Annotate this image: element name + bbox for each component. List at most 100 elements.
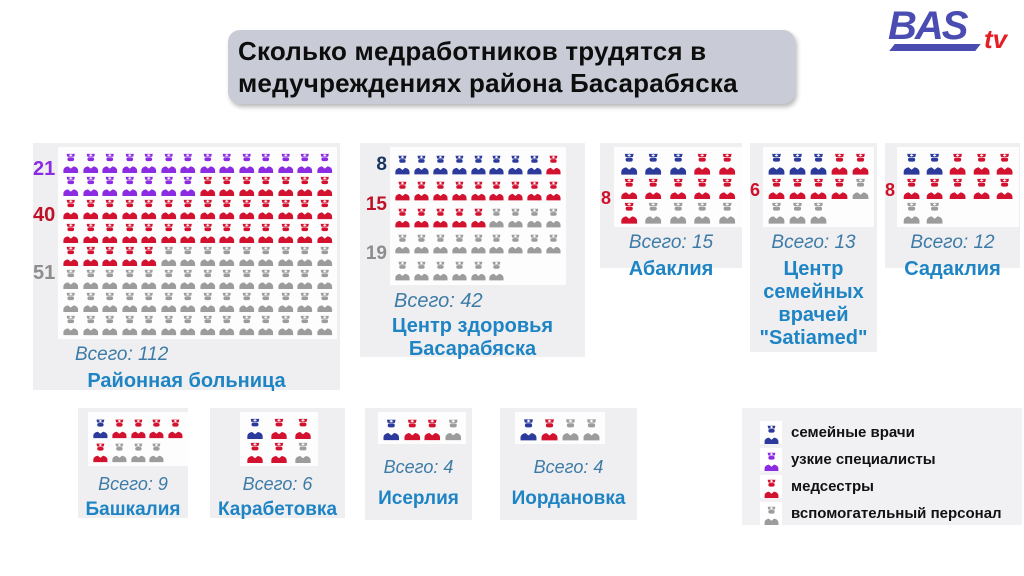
- person-icon-support: [645, 203, 662, 224]
- person-icon-specialists: [102, 177, 118, 197]
- pictogram-cell: [506, 176, 525, 202]
- legend-item-nurses: медсестры: [760, 474, 874, 498]
- pictogram-cell: [61, 220, 81, 243]
- person-icon-nurses: [718, 178, 735, 200]
- person-icon-support: [316, 246, 332, 266]
- person-icon-support: [768, 203, 785, 224]
- facility-name: Исерлия: [378, 488, 459, 509]
- person-icon-nurses: [199, 177, 215, 197]
- person-icon-nurses: [926, 178, 943, 200]
- pictogram-cell: [129, 415, 148, 439]
- pictogram-cell: [198, 220, 218, 243]
- legend-label: вспомогательный персонал: [791, 504, 1002, 522]
- person-icon-support: [414, 234, 429, 254]
- person-icon-support: [82, 316, 98, 336]
- pictogram-cell: [617, 199, 641, 224]
- pictogram-cell: [120, 196, 140, 220]
- person-icon-nurses: [789, 178, 806, 200]
- total-label: Всего: 112: [75, 343, 169, 365]
- person-icon-nurses: [831, 153, 848, 175]
- person-icon-support: [764, 506, 778, 525]
- person-icon-specialists: [238, 153, 254, 174]
- pictogram-cell: [276, 266, 296, 290]
- person-icon-support: [694, 203, 711, 224]
- person-icon-support: [141, 316, 157, 336]
- person-icon-family_doctors: [520, 419, 537, 441]
- pictogram-cell: [544, 203, 563, 229]
- person-icon-nurses: [82, 223, 98, 243]
- pictogram-cell: [91, 439, 110, 463]
- pictogram-cell: [617, 175, 641, 200]
- pictogram-cell: [525, 203, 544, 229]
- person-icon-specialists: [160, 177, 176, 197]
- pictogram-grid: [240, 412, 318, 466]
- pictogram-cell: [923, 199, 946, 224]
- person-icon-support: [670, 203, 686, 224]
- pictogram-cell: [217, 289, 237, 313]
- person-icon-support: [470, 261, 486, 280]
- person-icon-nurses: [621, 203, 638, 224]
- pictogram-cell: [295, 196, 315, 220]
- pictogram-cell: [381, 415, 402, 441]
- facility-card-karabetovka: Всего: 6 Карабетовка: [210, 408, 345, 520]
- person-icon-support: [489, 234, 504, 254]
- pictogram-cell: [295, 312, 315, 336]
- pictogram-cell: [666, 199, 690, 224]
- pictogram-cell: [217, 312, 237, 336]
- pictogram-cell: [525, 229, 544, 255]
- pictogram-cell: [237, 196, 257, 220]
- person-icon-nurses: [238, 177, 254, 197]
- person-icon-family_doctors: [527, 155, 542, 175]
- pictogram-cell: [178, 196, 198, 220]
- person-icon-support: [219, 246, 235, 266]
- person-icon-nurses: [433, 182, 448, 201]
- title-line-2: медучреждениях района Басарабяска: [238, 68, 738, 99]
- pictogram-cell: [518, 415, 539, 441]
- legend-swatch: [760, 420, 782, 444]
- person-icon-support: [297, 316, 313, 336]
- facility-card-abakliya: 8: [600, 143, 742, 280]
- person-icon-support: [63, 316, 79, 336]
- pictogram-cell: [178, 173, 198, 197]
- pictogram-cell: [81, 289, 101, 313]
- person-icon-support: [852, 178, 869, 200]
- person-icon-family_doctors: [926, 153, 943, 175]
- pictogram-cell: [61, 312, 81, 336]
- person-icon-nurses: [452, 208, 467, 228]
- pictogram-cell: [850, 150, 871, 175]
- person-icon-specialists: [121, 153, 137, 174]
- pictogram-cell: [766, 150, 787, 175]
- person-icon-nurses: [694, 178, 711, 200]
- person-icon-nurses: [470, 208, 486, 228]
- pictogram-cell: [256, 289, 276, 313]
- pictogram-cell: [217, 150, 237, 174]
- person-icon-support: [258, 246, 274, 266]
- pictogram-cell: [120, 243, 140, 266]
- person-icon-support: [238, 316, 254, 336]
- person-icon-support: [180, 292, 196, 313]
- pictogram-cell: [641, 199, 665, 224]
- pictogram-cell: [120, 173, 140, 197]
- pictogram-cell: [120, 266, 140, 290]
- pictogram-cell: [295, 289, 315, 313]
- person-icon-nurses: [645, 178, 662, 200]
- pictogram-cell: [923, 175, 946, 200]
- person-icon-support: [180, 246, 196, 266]
- pictogram-cell: [431, 256, 450, 282]
- person-icon-nurses: [93, 443, 108, 463]
- person-icon-support: [718, 203, 735, 224]
- pictogram-cell: [256, 196, 276, 220]
- pictogram-cell: [900, 175, 923, 200]
- pictogram-cell: [120, 289, 140, 313]
- pictogram-cell: [178, 266, 198, 290]
- pictogram-cell: [787, 175, 808, 200]
- pictogram-grid: [763, 147, 874, 227]
- pictogram-cell: [469, 229, 488, 255]
- person-icon-support: [160, 246, 176, 266]
- pictogram-grid: [88, 412, 188, 466]
- person-icon-nurses: [996, 178, 1013, 200]
- pictogram-cell: [237, 173, 257, 197]
- pictogram-cell: [243, 415, 267, 439]
- person-icon-nurses: [219, 200, 235, 220]
- person-icon-support: [316, 292, 332, 313]
